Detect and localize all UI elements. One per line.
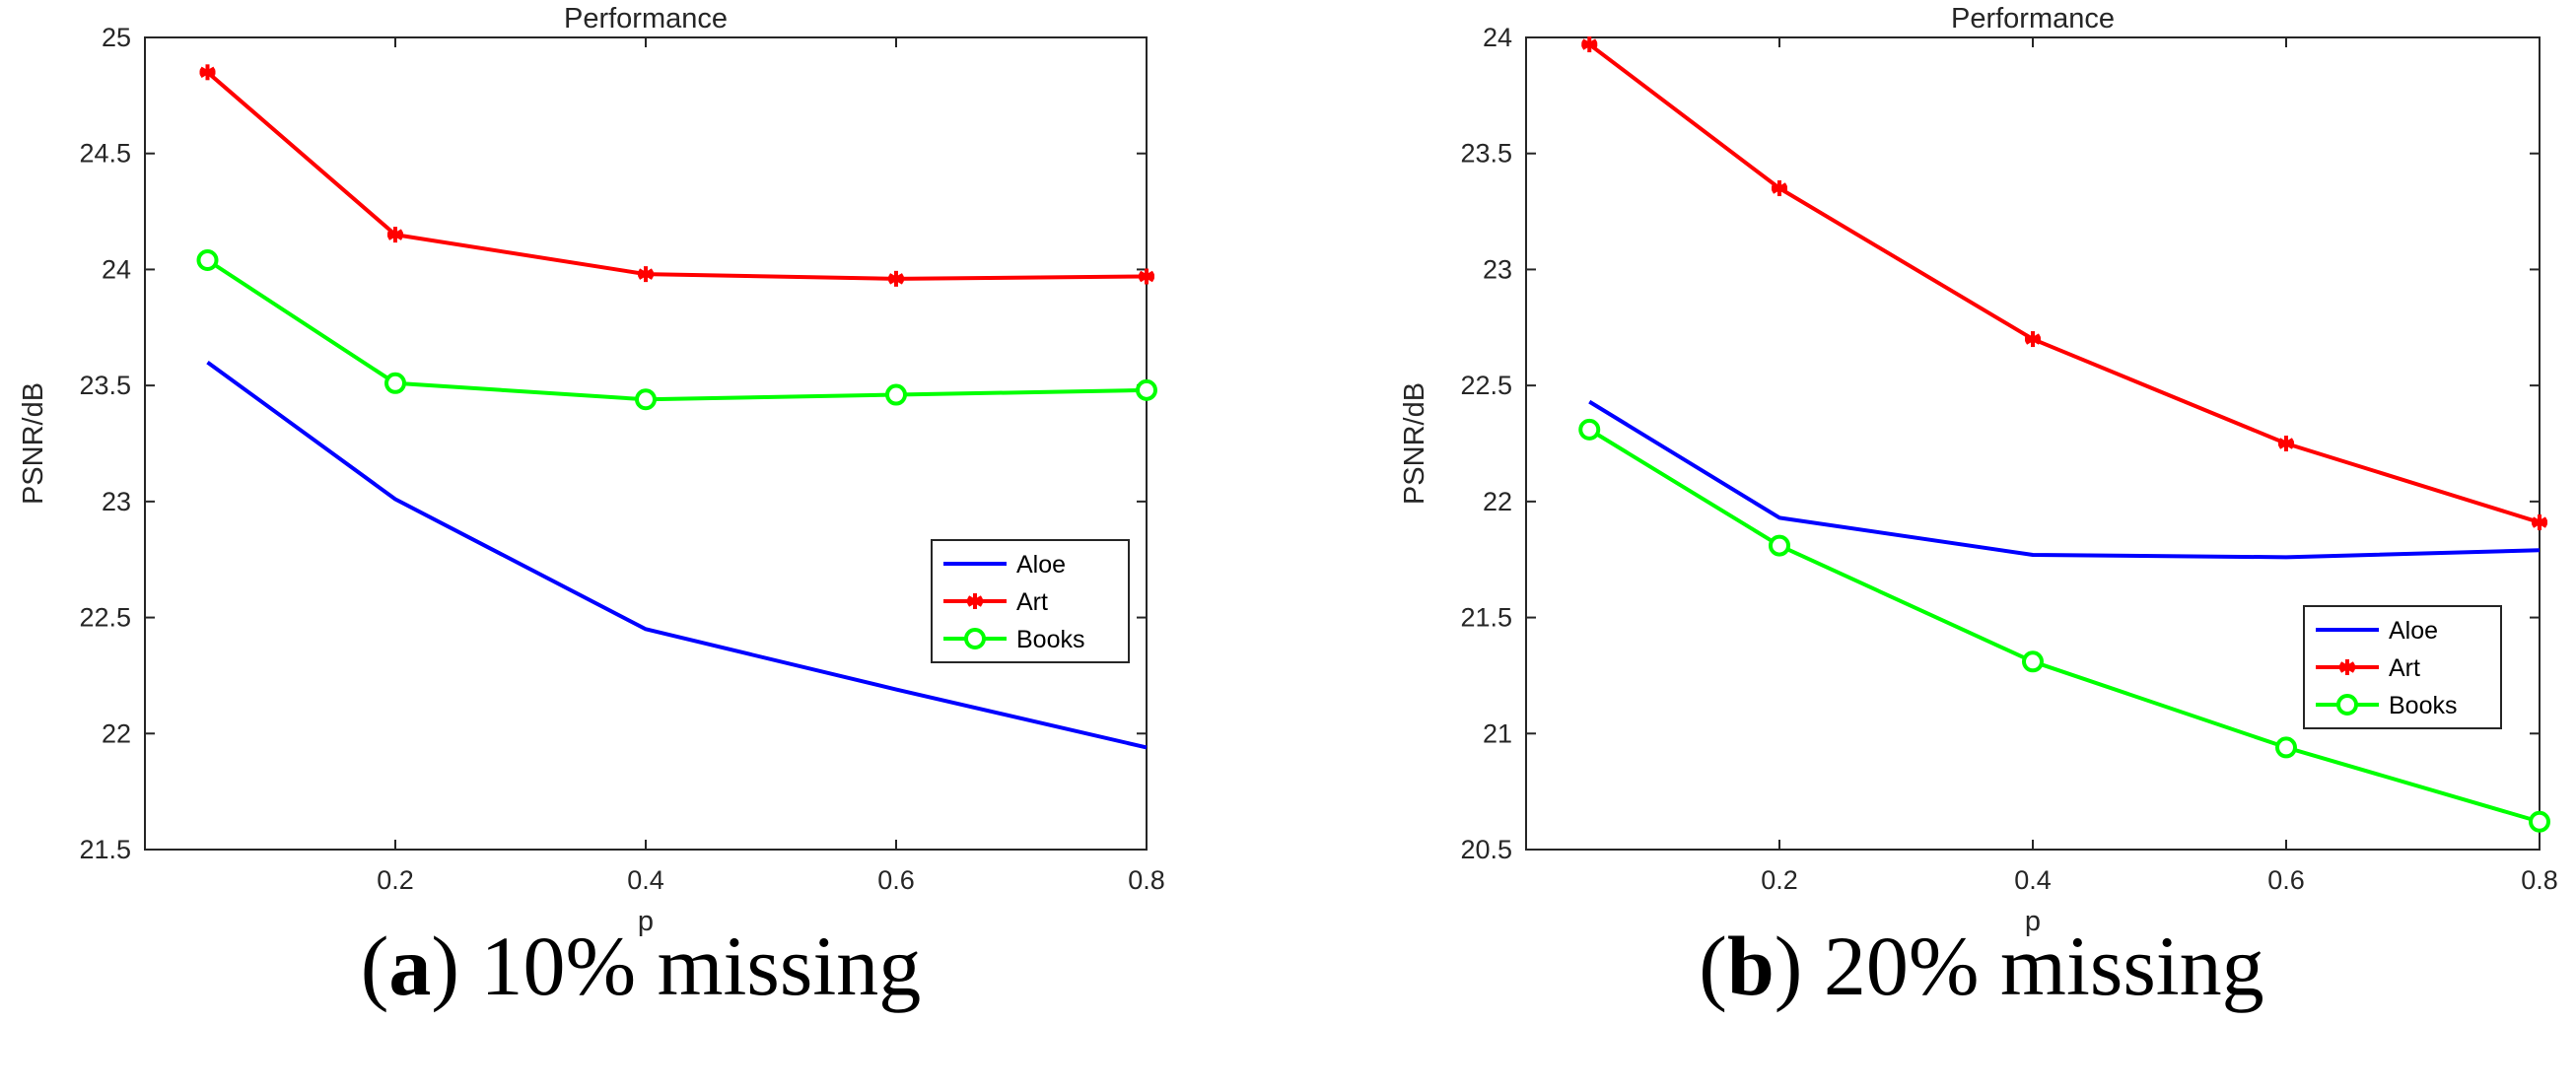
series-a-books [196, 249, 1157, 411]
legend-marker-a-1 [967, 593, 983, 609]
y-axis-label-a: PSNR/dB [18, 382, 49, 505]
legend-marker-a-2 [964, 628, 986, 649]
legend-b: Aloe Art Books [2303, 605, 2502, 729]
point-b-art-0 [1581, 36, 1598, 53]
y-tick-label-a-7: 25 [102, 23, 131, 52]
point-a-art-4 [1139, 268, 1154, 285]
legend-item-a-art: Art [943, 588, 1048, 616]
legend-marker-b-1 [2339, 659, 2355, 675]
chart-title-b: Performance [1951, 3, 2115, 34]
line-b-aloe [1588, 399, 2541, 560]
x-tick-label-b-2: 0.6 [2267, 865, 2305, 895]
caption-a: (a) 10% missing [360, 919, 922, 1013]
point-b-books-1 [1769, 534, 1790, 557]
y-tick-label-b-3: 22 [1483, 487, 1512, 516]
x-tick-label-b-1: 0.4 [2014, 865, 2052, 895]
legend-item-a-books: Books [943, 626, 1084, 653]
legend-a: Aloe Art Books [931, 539, 1130, 663]
y-axis-label-b: PSNR/dB [1399, 382, 1430, 505]
x-axis-label-b: p [2025, 906, 2041, 937]
point-a-books-0 [196, 249, 219, 272]
caption-b-text: 20% missing [1823, 919, 2264, 1013]
chart-panel-a: 21.5 22 22.5 23 23.5 24 24.5 25 0.2 0.4 0.6 0.8 Perf… [18, 3, 1165, 937]
point-b-art-2 [2025, 331, 2041, 348]
point-b-books-0 [1578, 418, 1601, 441]
point-b-art-4 [2532, 514, 2547, 531]
x-tick-label-a-1: 0.4 [627, 865, 664, 895]
y-tick-label-b-5: 23 [1483, 254, 1512, 284]
y-tick-label-a-3: 23 [102, 487, 131, 516]
series-a-aloe [206, 360, 1148, 750]
series-b-art [1581, 36, 2547, 531]
y-tick-label-b-1: 21 [1483, 718, 1512, 748]
point-a-books-4 [1136, 378, 1157, 401]
caption-a-text: 10% missing [480, 919, 922, 1013]
y-tick-label-b-2: 21.5 [1460, 603, 1512, 633]
x-tick-label-a-3: 0.8 [1128, 865, 1165, 895]
point-a-books-2 [635, 388, 657, 411]
x-tick-label-a-0: 0.2 [377, 865, 414, 895]
y-tick-label-a-5: 24 [102, 254, 131, 284]
point-b-books-4 [2529, 810, 2550, 833]
y-tick-label-b-6: 23.5 [1460, 139, 1512, 169]
legend-item-b-aloe: Aloe [2316, 617, 2438, 645]
point-b-art-3 [2278, 436, 2294, 451]
y-tick-label-a-4: 23.5 [79, 371, 131, 400]
legend-item-a-aloe: Aloe [943, 551, 1066, 579]
x-tick-label-a-2: 0.6 [877, 865, 915, 895]
point-a-art-3 [888, 270, 904, 287]
y-tick-label-b-0: 20.5 [1460, 835, 1512, 864]
legend-item-b-art: Art [2316, 654, 2420, 682]
legend-marker-b-2 [2336, 694, 2358, 716]
point-b-books-2 [2022, 650, 2044, 673]
legend-label-a-0: Aloe [1016, 551, 1066, 579]
point-b-art-1 [1772, 180, 1787, 197]
y-tick-label-a-2: 22.5 [79, 603, 131, 633]
point-a-books-3 [885, 383, 907, 406]
x-axis-label-a: p [638, 906, 654, 937]
caption-a-letter: a [388, 919, 432, 1013]
y-tick-label-a-6: 24.5 [79, 139, 131, 169]
legend-label-a-2: Books [1016, 626, 1084, 653]
legend-label-b-0: Aloe [2389, 617, 2438, 645]
point-a-books-1 [384, 372, 406, 394]
point-a-art-2 [638, 266, 654, 283]
legend-label-b-2: Books [2389, 692, 2457, 719]
x-tick-label-b-0: 0.2 [1761, 865, 1798, 895]
legend-label-b-1: Art [2389, 654, 2420, 682]
chart-title-a: Performance [564, 3, 728, 34]
series-a-art [199, 64, 1154, 287]
legend-item-b-books: Books [2316, 692, 2457, 719]
y-tick-label-b-7: 24 [1483, 23, 1512, 52]
point-b-books-3 [2275, 736, 2297, 759]
series-b-books [1578, 418, 2550, 833]
x-tick-label-b-3: 0.8 [2521, 865, 2558, 895]
caption-b: (b) 20% missing [1699, 919, 2264, 1013]
series-b-aloe [1588, 399, 2541, 560]
point-a-art-1 [387, 227, 403, 243]
plot-area-a [144, 36, 1148, 851]
y-tick-label-a-0: 21.5 [79, 835, 131, 864]
point-a-art-0 [199, 64, 216, 81]
y-tick-label-b-4: 22.5 [1460, 371, 1512, 400]
line-a-aloe [206, 360, 1148, 750]
caption-b-letter: b [1726, 919, 1775, 1013]
y-tick-label-a-1: 22 [102, 718, 131, 748]
legend-label-a-1: Art [1016, 588, 1048, 616]
chart-panel-b: 20.5 21 21.5 22 22.5 23 23.5 24 0.2 0.4 0.6 0.8 Perf… [1399, 3, 2558, 937]
